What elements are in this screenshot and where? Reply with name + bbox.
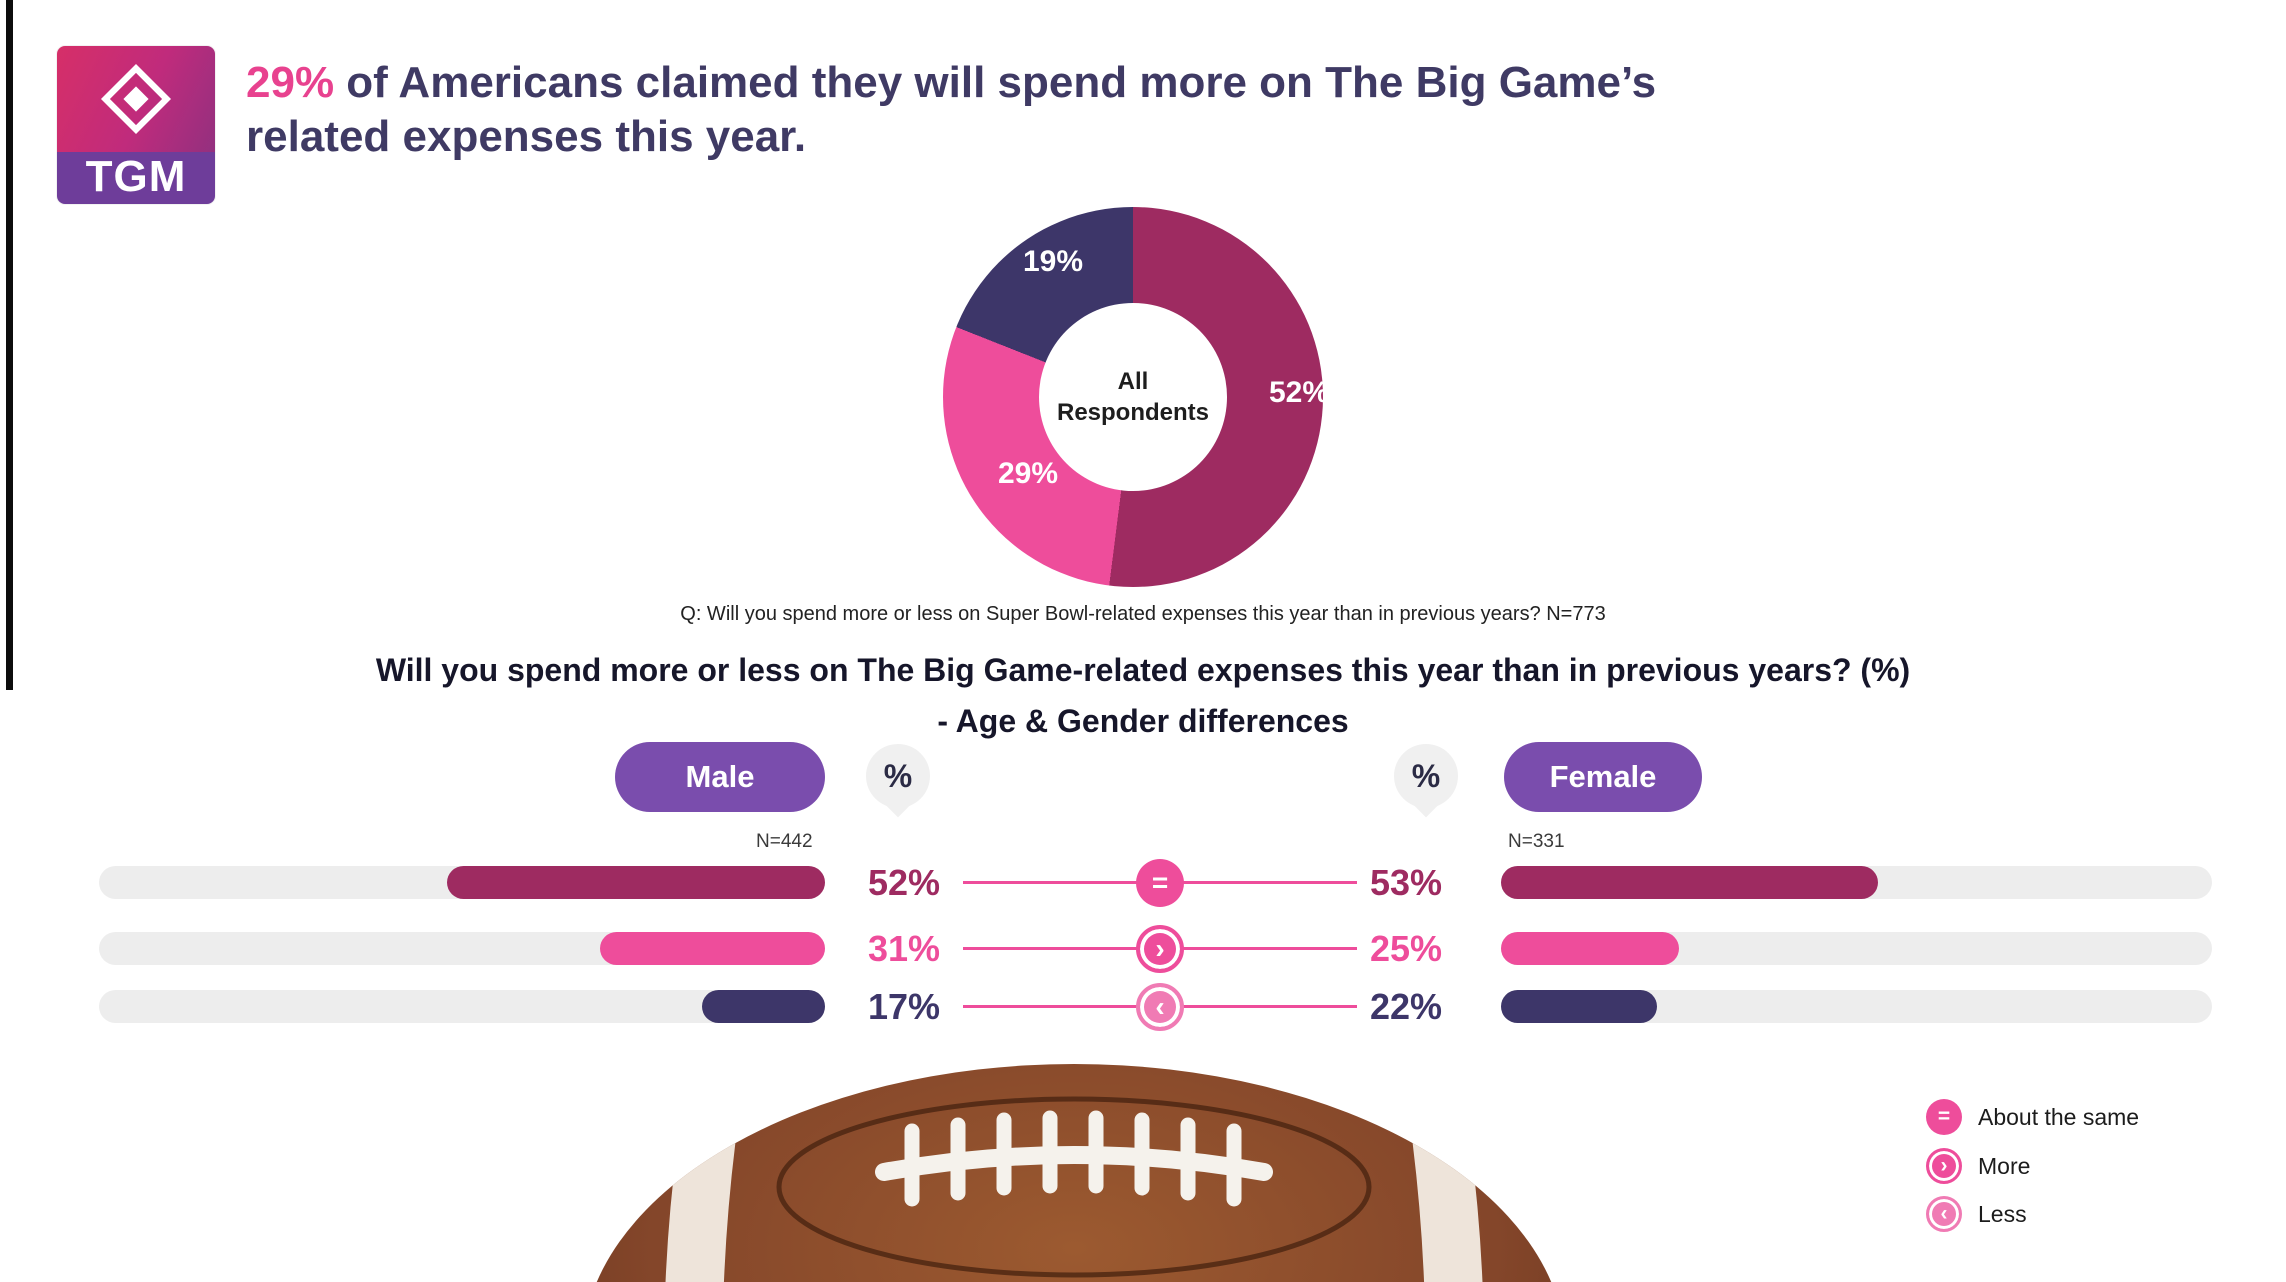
equals-icon: = — [1136, 859, 1184, 907]
football-image — [596, 1064, 1552, 1282]
legend-item-same: = About the same — [1926, 1099, 2139, 1135]
male-value-more: 31% — [868, 928, 941, 969]
headline-highlight: 29% — [246, 58, 335, 107]
left-border-line — [6, 0, 13, 690]
male-bar-fill-more — [599, 932, 825, 965]
section-title-line1: Will you spend more or less on The Big G… — [375, 652, 1911, 688]
female-bar-fill-same — [1501, 866, 1878, 899]
female-value-more: 25% — [1370, 928, 1443, 969]
legend-label: About the same — [1978, 1103, 2140, 1130]
headline-line1: 29% of Americans claimed they will spend… — [246, 56, 1946, 110]
percent-bubble-male: % — [866, 744, 930, 808]
chevron-right-icon: › — [1926, 1148, 1962, 1184]
survey-question-caption: Q: Will you spend more or less on Super … — [680, 603, 1606, 625]
male-bar-track — [99, 932, 825, 965]
headline-line1-text: of Americans claimed they will spend mor… — [334, 58, 1657, 107]
female-bar-track — [1501, 932, 2212, 965]
donut-label-same: 52% — [1268, 376, 1330, 409]
equals-glyph: = — [1151, 867, 1169, 898]
donut-center-line1: All — [1117, 367, 1149, 395]
legend-label: Less — [1978, 1200, 2027, 1227]
legend-item-more: › More — [1926, 1148, 2030, 1184]
male-value-same: 52% — [868, 862, 941, 903]
donut-label-more: 29% — [997, 457, 1059, 490]
legend-label: More — [1978, 1152, 2031, 1179]
donut-chart: 52% 29% 19% All Respondents — [943, 207, 1329, 587]
male-sample-size: N=442 — [756, 831, 813, 852]
chevron-left-icon: ‹ — [1136, 983, 1184, 1031]
male-pill: Male — [615, 742, 825, 812]
headline-line2: related expenses this year. — [246, 111, 807, 161]
percent-bubble-female: % — [1394, 744, 1458, 808]
female-bar-track — [1501, 866, 2212, 899]
female-value-same: 53% — [1370, 862, 1443, 903]
legend-item-less: ‹ Less — [1926, 1196, 2027, 1232]
chevron-right-icon: › — [1136, 925, 1184, 973]
headline: 29% of Americans claimed they will spend… — [246, 56, 1946, 163]
female-sample-size: N=331 — [1508, 831, 1565, 852]
female-bar-fill-less — [1501, 990, 1658, 1023]
female-pill: Female — [1504, 742, 1702, 812]
male-bar-track — [99, 990, 825, 1023]
donut-center-label: All Respondents — [1039, 303, 1227, 491]
percent-symbol: % — [883, 757, 913, 794]
tgm-logo-text: TGM — [57, 152, 215, 204]
male-bar-fill-less — [701, 990, 825, 1023]
female-value-less: 22% — [1370, 986, 1443, 1027]
donut-label-less: 19% — [1022, 245, 1084, 278]
tgm-diamond-icon — [57, 46, 215, 152]
male-value-less: 17% — [868, 986, 941, 1027]
female-bar-fill-more — [1501, 932, 1679, 965]
donut-center-line2: Respondents — [1056, 399, 1209, 426]
percent-symbol: % — [1411, 757, 1441, 794]
chevron-right-glyph: › — [1155, 933, 1165, 964]
chevron-right-glyph: › — [1940, 1154, 1948, 1177]
male-bar-fill-same — [447, 866, 825, 899]
chevron-left-icon: ‹ — [1926, 1196, 1962, 1232]
equals-icon: = — [1926, 1099, 1962, 1135]
male-bar-track — [99, 866, 825, 899]
tgm-logo: TGM — [57, 46, 215, 204]
chevron-left-glyph: ‹ — [1940, 1202, 1948, 1225]
equals-glyph: = — [1937, 1105, 1951, 1128]
chevron-left-glyph: ‹ — [1155, 991, 1165, 1022]
female-bar-track — [1501, 990, 2212, 1023]
section-title-line2: - Age & Gender differences — [937, 703, 1349, 739]
